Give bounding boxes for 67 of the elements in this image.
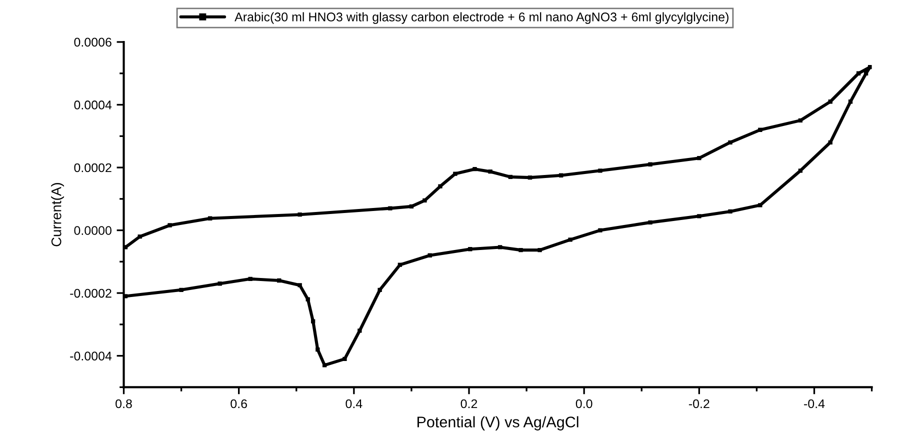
point [428, 253, 432, 258]
point [310, 319, 316, 324]
point [298, 283, 302, 288]
point [848, 100, 853, 104]
x-tick-label: 0.4 [346, 399, 362, 408]
y-tick-label: -0.0004 [70, 352, 112, 360]
point [758, 128, 762, 132]
x-tick-label: -0.2 [688, 399, 710, 408]
y-axis-title: Current(A) [51, 183, 64, 246]
point [453, 172, 458, 176]
point [168, 223, 172, 228]
point [322, 363, 327, 368]
x-tick-label: 0.0 [576, 399, 592, 408]
point [409, 204, 414, 209]
x-tick-label: 0.8 [116, 399, 132, 408]
point [277, 278, 282, 283]
point [568, 238, 572, 242]
y-tick-label: 0.0004 [74, 100, 112, 110]
point [798, 118, 803, 123]
y-tick-label: 0.0000 [74, 226, 112, 235]
point [472, 167, 477, 172]
point [378, 288, 382, 292]
point [856, 71, 861, 76]
point [518, 248, 523, 252]
point [358, 328, 362, 333]
x-tick-label: 0.6 [230, 399, 247, 408]
point [828, 100, 832, 104]
point [798, 168, 803, 173]
x-axis-title: Potential (V) vs Ag/AgCl [418, 416, 578, 430]
point [558, 173, 564, 178]
point [438, 184, 442, 188]
point [422, 198, 427, 203]
point [388, 206, 392, 210]
point [138, 234, 142, 239]
point [598, 168, 602, 173]
point [868, 65, 872, 70]
point [218, 282, 222, 286]
point [728, 209, 732, 214]
point [498, 245, 502, 250]
point [298, 212, 302, 217]
point [248, 276, 252, 282]
point [342, 356, 347, 362]
point [598, 228, 602, 232]
legend-label: Arabic(30 ml HNO3 with glassy carbon electrode + 6 ml nano AgNO3 + 6ml glycylglycine) [234, 12, 728, 24]
x-tick-label: -0.4 [804, 399, 825, 408]
point [864, 71, 868, 76]
point [508, 174, 513, 180]
x-tick-label: 0.2 [460, 399, 478, 408]
y-tick-label: -0.0002 [70, 288, 112, 298]
point [468, 247, 472, 252]
point [728, 140, 732, 144]
point [316, 347, 320, 352]
point [488, 170, 492, 174]
point [538, 248, 542, 252]
point [648, 220, 652, 225]
point [398, 262, 402, 267]
point [697, 214, 702, 218]
point [828, 140, 832, 144]
point [528, 175, 532, 180]
point [648, 162, 652, 166]
point [179, 288, 184, 292]
point [697, 156, 702, 160]
point [208, 216, 212, 220]
point [758, 203, 762, 208]
point [306, 297, 310, 302]
y-tick-label: 0.0002 [74, 163, 112, 172]
y-tick-label: 0.0006 [74, 38, 112, 47]
